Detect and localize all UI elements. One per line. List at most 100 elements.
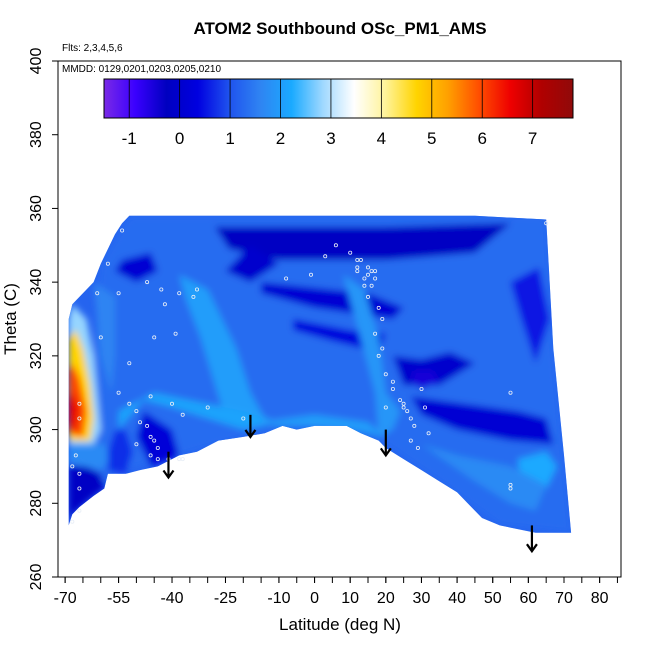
- observation-point-11: [152, 335, 157, 340]
- field-patch-8: [510, 267, 550, 364]
- observation-point-20: [152, 438, 157, 443]
- x-tick-label-8: 30: [413, 590, 431, 607]
- observation-point-4: [159, 287, 164, 292]
- field-patch-5: [225, 245, 279, 283]
- observation-point-5: [145, 280, 150, 285]
- observation-point-50: [365, 265, 370, 270]
- observation-point-14: [116, 390, 121, 395]
- plot-area: [68, 215, 572, 554]
- field-patch-19: [68, 444, 112, 471]
- x-tick-label-2: -40: [160, 590, 183, 607]
- observation-point-57: [373, 331, 378, 336]
- observation-point-60: [383, 372, 388, 377]
- x-tick-label-7: 20: [377, 590, 395, 607]
- observation-point-55: [376, 305, 381, 310]
- observation-point-12: [127, 361, 132, 366]
- x-axis: -70 -55 -40 -25 -10 0 10 20 30 40 50 60 70 80: [54, 576, 621, 607]
- x-tick-label-3: -25: [214, 590, 237, 607]
- observation-point-76: [355, 257, 360, 262]
- colorbar-tick-label-8: 7: [528, 129, 537, 148]
- observation-point-9: [191, 294, 196, 299]
- x-tick-label-12: 70: [555, 590, 573, 607]
- observation-point-27: [205, 405, 210, 410]
- colorbar: -1 0 1 2 3 4 5 6 7: [103, 78, 574, 148]
- observation-point-79: [508, 390, 513, 395]
- observation-point-78: [508, 482, 513, 487]
- observation-point-40: [308, 272, 313, 277]
- observation-point-16: [134, 409, 139, 414]
- observation-point-32: [77, 401, 82, 406]
- arrow-markers: [162, 414, 538, 554]
- observation-point-73: [426, 431, 431, 436]
- y-tick-label-4: 340: [28, 269, 45, 296]
- chart-title: ATOM2 Southbound OSc_PM1_AMS: [193, 19, 486, 38]
- flights-note: Flts: 2,3,4,5,6: [62, 43, 123, 54]
- observation-point-81: [70, 464, 75, 469]
- observation-point-18: [145, 423, 150, 428]
- observation-point-65: [401, 401, 406, 406]
- x-tick-label-11: 60: [519, 590, 537, 607]
- observation-point-19: [148, 434, 153, 439]
- arrow-marker-0: [162, 451, 175, 480]
- observation-point-49: [365, 272, 370, 277]
- x-tick-label-5: 0: [310, 590, 319, 607]
- observation-point-36: [77, 508, 82, 513]
- observation-point-13: [98, 335, 103, 340]
- y-tick-label-5: 360: [28, 195, 45, 222]
- observation-point-22: [148, 453, 153, 458]
- field-patch-9: [179, 274, 265, 430]
- field-patch-1: [214, 223, 511, 260]
- observation-point-10: [173, 331, 178, 336]
- observation-point-53: [373, 276, 378, 281]
- observation-point-56: [380, 316, 385, 321]
- observation-point-64: [401, 405, 406, 410]
- observation-point-54: [369, 283, 374, 288]
- observation-point-67: [408, 416, 413, 421]
- observation-point-46: [362, 276, 367, 281]
- field-patch-layer: [68, 215, 572, 533]
- colorbar-tick-label-6: 5: [427, 129, 436, 148]
- observation-point-2: [95, 291, 100, 296]
- observation-point-63: [398, 398, 403, 403]
- observation-point-62: [390, 386, 395, 391]
- colorbar-tick-label-5: 4: [377, 129, 386, 148]
- x-tick-label-0: -70: [54, 590, 77, 607]
- observation-point-52: [373, 269, 378, 274]
- observation-point-42: [333, 243, 338, 248]
- x-tick-label-4: -10: [267, 590, 290, 607]
- colorbar-tick-label-2: 1: [225, 129, 234, 148]
- x-tick-label-6: 10: [341, 590, 359, 607]
- colorbar-ticks: -1 0 1 2 3 4 5 6 7: [122, 79, 537, 148]
- field-patch-18: [68, 466, 105, 526]
- colorbar-tick-label-1: 0: [175, 129, 184, 148]
- observation-point-21: [155, 445, 160, 450]
- observation-point-82: [77, 471, 82, 476]
- field-patch-11: [343, 274, 401, 437]
- observation-point-28: [180, 412, 185, 417]
- field-patch-17: [93, 282, 115, 393]
- observation-point-58: [380, 346, 385, 351]
- dates-note: MMDD: 0129,0201,0203,0205,0210: [62, 64, 221, 75]
- observation-point-26: [180, 457, 185, 462]
- y-tick-label-2: 300: [28, 416, 45, 443]
- field-patch-14: [421, 444, 547, 511]
- observation-point-15: [127, 401, 132, 406]
- y-tick-label-6: 380: [28, 121, 45, 148]
- observation-point-59: [376, 353, 381, 358]
- y-axis-title: Theta (C): [1, 283, 20, 355]
- colorbar-tick-label-4: 3: [326, 129, 335, 148]
- observation-point-38: [241, 416, 246, 421]
- colorbar-tick-label-3: 2: [276, 129, 285, 148]
- field-patch-12: [257, 414, 386, 437]
- observation-point-1: [105, 261, 110, 266]
- observation-point-34: [73, 453, 78, 458]
- y-axis: 260 280 300 320 340 360 380 400: [28, 48, 59, 590]
- observation-point-69: [408, 438, 413, 443]
- arrow-marker-1: [244, 414, 257, 439]
- x-axis-title: Latitude (deg N): [279, 615, 401, 634]
- x-tick-label-9: 40: [448, 590, 466, 607]
- observation-point-75: [355, 269, 360, 274]
- observation-point-35: [77, 486, 82, 491]
- observation-point-47: [362, 283, 367, 288]
